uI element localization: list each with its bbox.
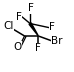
Text: F: F — [49, 22, 55, 32]
Text: Cl: Cl — [3, 21, 14, 31]
Text: O: O — [13, 42, 22, 52]
Text: Br: Br — [51, 36, 63, 46]
Text: F: F — [28, 3, 34, 13]
Polygon shape — [29, 23, 38, 36]
Text: F: F — [16, 12, 22, 22]
Text: F: F — [35, 43, 41, 53]
